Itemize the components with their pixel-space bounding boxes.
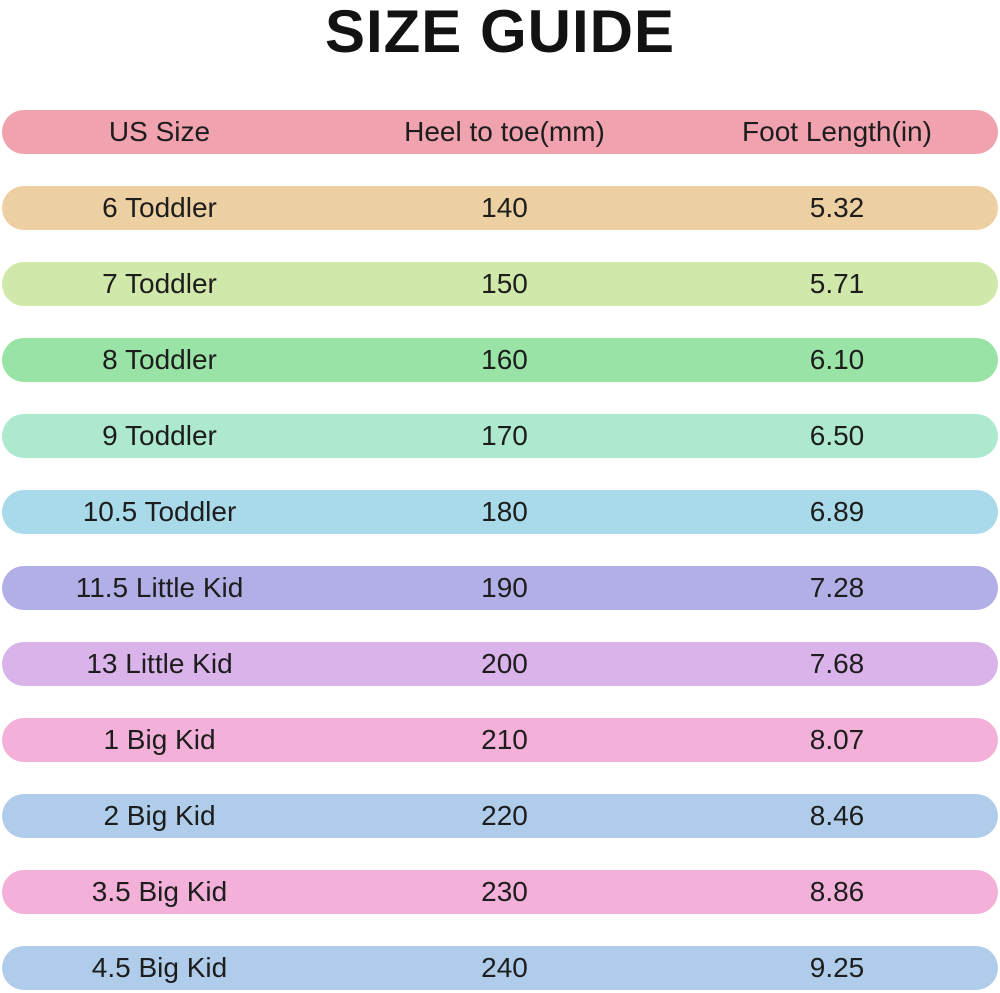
heel-to-toe-cell: 180: [481, 496, 528, 527]
foot-length-cell: 7.68: [809, 648, 865, 679]
heel-to-toe-cell: 200: [481, 648, 528, 679]
header-heel-to-toe: Heel to toe(mm): [404, 116, 605, 147]
foot-length-cell: 7.28: [809, 572, 865, 603]
heel-to-toe-cell: 240: [481, 952, 528, 983]
us-size-cell: 9 Toddler: [102, 420, 217, 451]
foot-length-cell: 8.46: [809, 800, 865, 831]
heel-to-toe-cell: 150: [481, 268, 528, 299]
us-size-cell: 11.5 Little Kid: [75, 572, 244, 603]
us-size-cell: 7 Toddler: [102, 268, 217, 299]
foot-length-cell: 5.71: [809, 268, 865, 299]
us-size-cell: 8 Toddler: [102, 344, 217, 375]
page-title: SIZE GUIDE: [324, 0, 676, 65]
header-foot-length: Foot Length(in): [742, 116, 932, 147]
foot-length-cell: 6.10: [809, 344, 865, 375]
heel-to-toe-cell: 210: [481, 724, 528, 755]
heel-to-toe-cell: 160: [481, 344, 528, 375]
foot-length-cell: 5.32: [809, 192, 865, 223]
heel-to-toe-cell: 170: [481, 420, 528, 451]
table-row: 7 Toddler 150 5.71: [2, 262, 998, 306]
table-row: 3.5 Big Kid 230 8.86: [2, 870, 998, 914]
table-row: 13 Little Kid 200 7.68: [2, 642, 998, 686]
us-size-cell: 1 Big Kid: [103, 724, 216, 755]
us-size-cell: 10.5 Toddler: [82, 496, 237, 527]
us-size-cell: 3.5 Big Kid: [91, 876, 228, 907]
table-header-row: US Size Heel to toe(mm) Foot Length(in): [2, 110, 998, 154]
us-size-cell: 2 Big Kid: [103, 800, 216, 831]
table-row: 11.5 Little Kid 190 7.28: [2, 566, 998, 610]
table-row: 4.5 Big Kid 240 9.25: [2, 946, 998, 990]
us-size-cell: 6 Toddler: [102, 192, 217, 223]
heel-to-toe-cell: 140: [481, 192, 528, 223]
foot-length-cell: 8.86: [809, 876, 865, 907]
foot-length-cell: 9.25: [809, 952, 865, 983]
heel-to-toe-cell: 230: [481, 876, 528, 907]
foot-length-cell: 8.07: [809, 724, 865, 755]
foot-length-cell: 6.89: [809, 496, 865, 527]
table-row: 10.5 Toddler 180 6.89: [2, 490, 998, 534]
header-us-size: US Size: [108, 116, 211, 147]
heel-to-toe-cell: 220: [481, 800, 528, 831]
foot-length-cell: 6.50: [809, 420, 865, 451]
table-body: 6 Toddler 140 5.32 7 Toddler 150 5.71 8 …: [0, 186, 1000, 990]
us-size-cell: 13 Little Kid: [86, 648, 233, 679]
table-row: 9 Toddler 170 6.50: [2, 414, 998, 458]
table-row: 1 Big Kid 210 8.07: [2, 718, 998, 762]
us-size-cell: 4.5 Big Kid: [91, 952, 228, 983]
table-row: 8 Toddler 160 6.10: [2, 338, 998, 382]
heel-to-toe-cell: 190: [481, 572, 528, 603]
table-row: 2 Big Kid 220 8.46: [2, 794, 998, 838]
table-row: 6 Toddler 140 5.32: [2, 186, 998, 230]
